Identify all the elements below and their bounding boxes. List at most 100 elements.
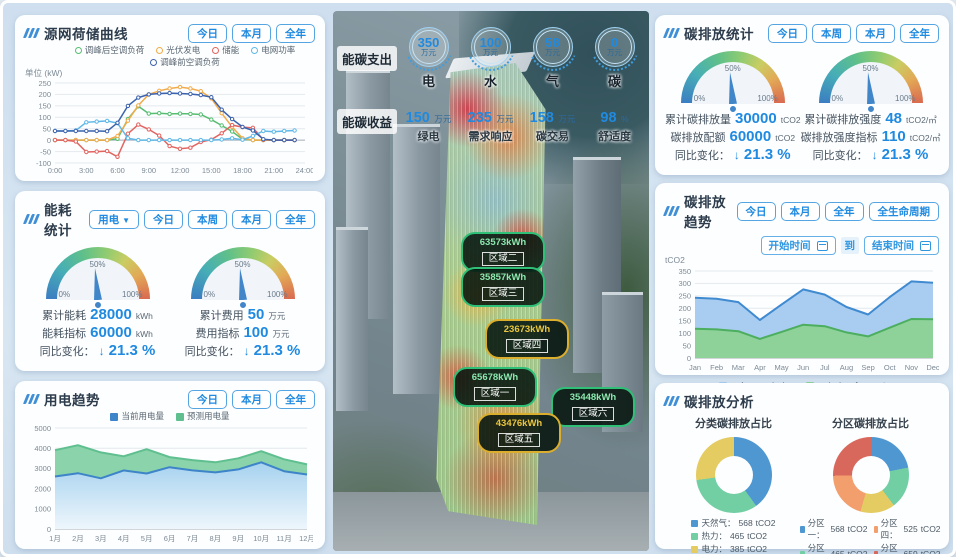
legend-item[interactable]: 电力： 385 tCO2 xyxy=(691,543,775,554)
zone-label-2[interactable]: 63573kWh 区域二 xyxy=(461,232,545,272)
filter-today-button[interactable]: 今日 xyxy=(768,23,807,43)
legend-marker xyxy=(691,532,699,540)
legend-item[interactable]: 天然气： 568 tCO2 xyxy=(691,517,776,529)
down-arrow-icon: ↓ xyxy=(98,344,105,358)
income-green-power: 150 万元 绿电 xyxy=(405,110,452,143)
filter-today-button[interactable]: 今日 xyxy=(188,23,227,43)
panel-title-icon xyxy=(662,206,681,216)
svg-text:2000: 2000 xyxy=(34,484,51,493)
svg-text:May: May xyxy=(774,363,788,372)
panel-carbon-analysis: 碳排放分析 分类碳排放占比 天然气： 568 tCO2 热力： xyxy=(655,383,949,554)
legend-marker xyxy=(74,47,82,54)
filter-month-button[interactable]: 本月 xyxy=(232,23,271,43)
panel-title: 碳排放统计 xyxy=(684,27,754,42)
calendar-icon xyxy=(816,240,828,251)
legend-marker xyxy=(212,47,220,54)
legend-item[interactable]: 调峰后空调负荷 xyxy=(74,45,144,56)
legend-marker xyxy=(873,525,878,533)
svg-text:1月: 1月 xyxy=(49,534,61,543)
svg-text:Aug: Aug xyxy=(840,363,853,372)
legend-item[interactable]: 储能 xyxy=(212,45,239,56)
legend-item[interactable]: 电网功率 xyxy=(251,45,295,56)
legend-marker xyxy=(176,412,184,421)
svg-text:3月: 3月 xyxy=(95,534,107,543)
svg-text:Sep: Sep xyxy=(861,363,874,372)
zone-label-3[interactable]: 35857kWh 区域三 xyxy=(461,267,545,307)
svg-text:5月: 5月 xyxy=(141,534,153,543)
income-comfort: 98 % 舒适度 xyxy=(598,110,631,143)
svg-text:0: 0 xyxy=(687,354,691,363)
filter-year-button[interactable]: 全年 xyxy=(824,201,864,221)
legend-item[interactable]: 分区一： 568 tCO2 xyxy=(800,517,868,541)
panel-carbon-trend: 碳排放趋势 今日 本月 全年 全生命周期 开始时间 到 结束时间 tCO2 35… xyxy=(655,183,949,390)
gauge-pivot xyxy=(866,105,875,113)
legend-item[interactable]: 分区二： 465 tCO2 xyxy=(800,542,868,554)
circle-gauge: 0 万元 xyxy=(594,27,635,67)
legend-marker xyxy=(691,545,699,553)
down-arrow-icon: ↓ xyxy=(243,344,250,358)
filter-year-button[interactable]: 全年 xyxy=(276,23,315,43)
filter-month-button[interactable]: 本月 xyxy=(856,23,895,43)
svg-text:Mar: Mar xyxy=(732,363,745,372)
svg-text:9月: 9月 xyxy=(232,534,244,543)
filter-year-button[interactable]: 全年 xyxy=(276,209,315,229)
filter-week-button[interactable]: 本周 xyxy=(188,209,227,229)
svg-text:Apr: Apr xyxy=(754,363,766,372)
svg-text:Jun: Jun xyxy=(797,363,809,372)
svg-text:3:00: 3:00 xyxy=(79,166,94,175)
energy-expense-row: 能碳支出 350 万元 电 100 万元 水 58 万元 xyxy=(337,27,645,90)
svg-text:50: 50 xyxy=(683,341,691,350)
legend-item[interactable]: 预测用电量 xyxy=(176,411,230,422)
svg-text:0:00: 0:00 xyxy=(48,166,63,175)
svg-text:21:00: 21:00 xyxy=(264,166,283,175)
expense-gas: 58 万元 气 xyxy=(522,27,583,90)
filter-month-button[interactable]: 本月 xyxy=(780,201,820,221)
legend-marker xyxy=(691,519,699,527)
filter-month-button[interactable]: 本月 xyxy=(232,209,271,229)
filter-year-button[interactable]: 全年 xyxy=(900,23,939,43)
svg-text:Dec: Dec xyxy=(926,363,939,372)
gauge-arc: 50% 0% 100% xyxy=(45,247,150,300)
start-date-picker[interactable]: 开始时间 xyxy=(760,236,836,255)
line-chart-legend: 调峰后空调负荷 光伏发电 储能 电网功率 调峰前空调负荷 xyxy=(25,45,315,68)
legend-item[interactable]: 调峰前空调负荷 xyxy=(150,57,220,68)
expense-label: 能碳支出 xyxy=(337,46,398,71)
panel-title: 源网荷储曲线 xyxy=(44,27,128,42)
svg-text:-50: -50 xyxy=(40,147,51,156)
zone-label-1[interactable]: 65678kWh 区域一 xyxy=(453,367,537,407)
filter-week-button[interactable]: 本周 xyxy=(812,23,851,43)
energy-type-dropdown[interactable]: 用电 ▼ xyxy=(89,209,139,229)
end-date-picker[interactable]: 结束时间 xyxy=(864,236,939,255)
svg-text:3000: 3000 xyxy=(34,464,51,473)
legend-item[interactable]: 热力： 465 tCO2 xyxy=(691,530,775,542)
svg-text:8月: 8月 xyxy=(210,534,222,543)
filter-lifecycle-button[interactable]: 全生命周期 xyxy=(868,201,939,221)
filter-today-button[interactable]: 今日 xyxy=(144,209,183,229)
svg-text:100: 100 xyxy=(678,329,691,338)
zone-label-4[interactable]: 23673kWh 区域四 xyxy=(485,319,569,359)
gauge-pivot xyxy=(238,301,247,309)
zone-label-5[interactable]: 43476kWh 区域五 xyxy=(477,413,561,453)
svg-text:150: 150 xyxy=(38,102,51,111)
legend-item[interactable]: 分区四： 525 tCO2 xyxy=(873,517,941,541)
filter-today-button[interactable]: 今日 xyxy=(188,389,227,409)
svg-text:18:00: 18:00 xyxy=(233,166,252,175)
svg-text:9:00: 9:00 xyxy=(141,166,156,175)
legend-item[interactable]: 光伏发电 xyxy=(156,45,200,56)
panel-title-icon xyxy=(662,28,681,38)
svg-text:10月: 10月 xyxy=(253,534,269,543)
zone-label-6[interactable]: 35448kWh 区域六 xyxy=(551,387,635,427)
panel-energy-stats: 能耗统计 用电 ▼ 今日 本周 本月 全年 50% 0% 100% 累计能耗 280… xyxy=(15,191,325,371)
filter-month-button[interactable]: 本月 xyxy=(232,389,271,409)
legend-item[interactable]: 当前用电量 xyxy=(110,411,164,422)
svg-text:12:00: 12:00 xyxy=(171,166,190,175)
svg-text:0: 0 xyxy=(47,525,51,534)
filter-today-button[interactable]: 今日 xyxy=(736,201,776,221)
energy-income-row: 能碳收益 150 万元 绿电 235 万元 需求响应 158 万元 碳交易 98… xyxy=(337,109,645,144)
circle-gauge: 350 万元 xyxy=(408,27,449,67)
legend-item[interactable]: 分区五： 659 tCO2 xyxy=(873,542,941,554)
panel-title: 碳排放趋势 xyxy=(684,195,726,230)
filter-year-button[interactable]: 全年 xyxy=(276,389,315,409)
